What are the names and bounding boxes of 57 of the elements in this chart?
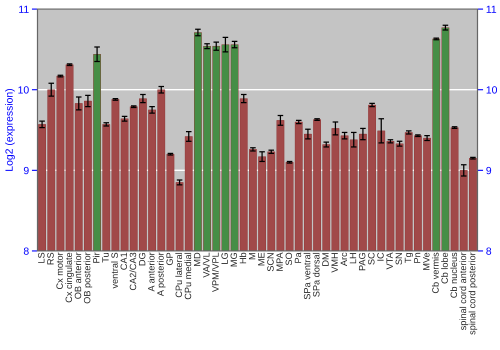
x-tick-label: CA1: [120, 252, 128, 270]
x-tick-label: OB posterior: [84, 252, 92, 304]
x-tick-label: Cb vermis: [432, 252, 439, 294]
y-tick-label: 11: [19, 6, 29, 13]
x-tick-label: CPu lateral: [175, 252, 182, 298]
x-tick-label: LS: [38, 252, 45, 263]
x-tick-label: A anterior: [148, 252, 155, 292]
x-tick-label: DM: [322, 253, 329, 266]
x-tick-label: OB anterior: [74, 252, 82, 299]
x-tick-label: GP: [166, 252, 173, 266]
x-tick-label: Cx motor: [56, 252, 63, 290]
x-tick-label: SO: [286, 252, 292, 266]
x-tick-label: DG: [138, 253, 146, 266]
y-axis-title: Log2 (expression): [5, 88, 15, 171]
x-tick-label: Cb lobe: [441, 252, 448, 284]
x-tick-label: VMH: [331, 253, 338, 273]
x-tick-label: Cb nucleus: [450, 252, 458, 298]
x-tick-label: M: [248, 253, 256, 260]
x-tick-label: SCN: [267, 253, 274, 272]
x-tick-label: Tg: [404, 252, 414, 263]
y-tick-label: 10: [18, 86, 29, 94]
x-tick-label: MPA: [276, 252, 283, 271]
x-tick-label: MD: [194, 252, 200, 266]
x-tick-label: VTA: [386, 252, 393, 270]
x-tick-label: spinal cord posterior: [468, 252, 478, 335]
y2-tick-label: 9: [486, 166, 492, 174]
x-tick-label: Cx cingulate: [65, 252, 74, 302]
x-tick-label: CA2/CA3: [129, 252, 136, 290]
x-tick-label: MG: [230, 253, 238, 266]
y2-tick-label: 8: [486, 247, 492, 255]
y-tick-label: 9: [24, 166, 29, 174]
x-tick-label: spinal cord anterior: [459, 252, 468, 330]
x-tick-label: SC: [368, 252, 375, 265]
x-tick-label: Pir: [92, 252, 100, 263]
x-tick-label: MVe: [423, 252, 430, 270]
x-tick-label: Pn: [414, 252, 420, 263]
y2-tick-label: 11: [486, 6, 496, 13]
x-tick-label: SPa ventral: [304, 252, 310, 300]
x-tick-label: LH: [350, 253, 356, 264]
y2-tick-label: 10: [486, 86, 498, 94]
x-tick-label: Arc: [340, 252, 348, 266]
x-tick-label: LG: [221, 253, 228, 264]
x-tick-label: Pa: [294, 252, 302, 263]
x-tick-label: Tu: [102, 252, 109, 262]
x-tick-label: SN: [396, 253, 402, 265]
x-tick-label: RS: [47, 252, 54, 264]
x-tick-label: VPM/VPL: [212, 252, 219, 292]
x-tick-label: ME: [258, 252, 264, 266]
x-tick-label: Hb: [239, 252, 246, 264]
x-tick-label: PAG: [358, 253, 366, 270]
x-tick-label: ventral S: [111, 252, 118, 288]
x-tick-label: SPa dorsal: [312, 252, 320, 297]
y-tick-label: 8: [24, 247, 29, 255]
x-tick-label: CPu medial: [184, 252, 192, 300]
x-tick-label: A posterior: [156, 252, 166, 296]
x-tick-label: VA/VL: [202, 252, 210, 278]
x-tick-label: IC: [377, 252, 384, 261]
